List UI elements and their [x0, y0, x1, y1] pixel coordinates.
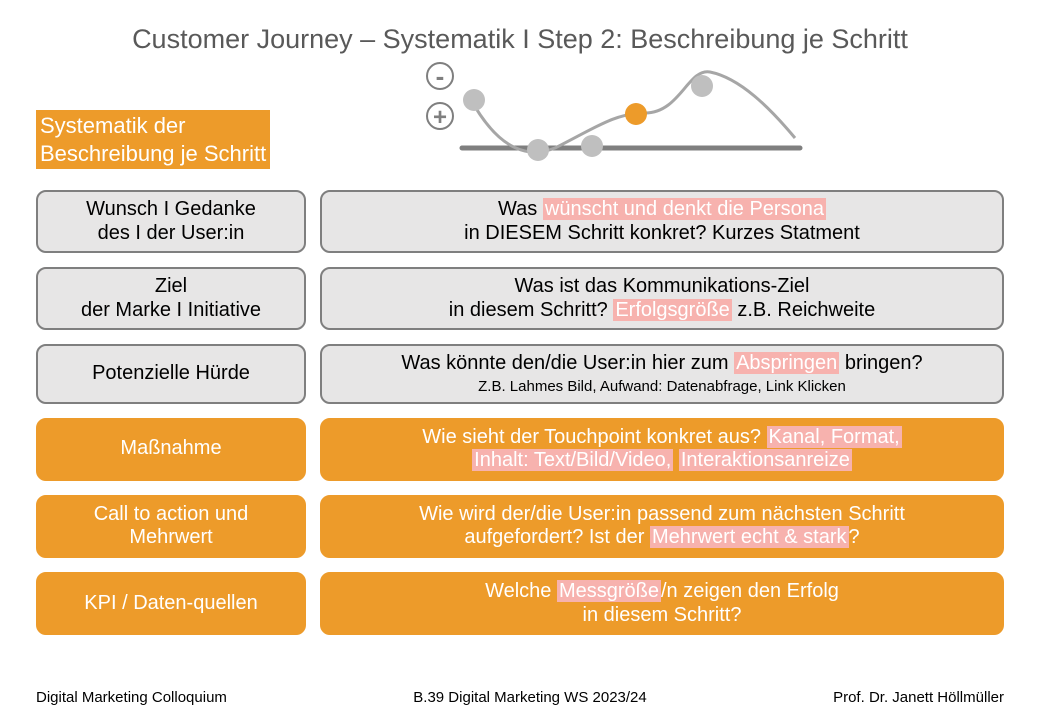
subtitle-line1: Systematik der — [40, 112, 266, 140]
row-label-line: Potenzielle Hürde — [92, 362, 250, 386]
row-label: Potenzielle Hürde — [36, 344, 306, 403]
highlighted-text: Abspringen — [734, 352, 839, 374]
slide-footer: Digital Marketing Colloquium B.39 Digita… — [36, 689, 1004, 706]
row-label: Call to action undMehrwert — [36, 495, 306, 558]
row-label: KPI / Daten-quellen — [36, 572, 306, 635]
row: Wunsch I Gedankedes I der User:inWas wün… — [36, 190, 1004, 253]
row: KPI / Daten-quellen Welche Messgröße/n ze… — [36, 572, 1004, 635]
text-segment: aufgefordert? Ist der — [464, 526, 650, 548]
text-segment: Welche — [485, 580, 557, 602]
row-description-line: Was ist das Kommunikations-Ziel — [515, 275, 810, 299]
row-description: Was ist das Kommunikations-Zielin diesem… — [320, 267, 1004, 330]
text-segment: in DIESEM Schritt konkret? Kurzes Statme… — [464, 222, 860, 244]
row-description-line: in diesem Schritt? Erfolgsgröße z.B. Rei… — [449, 299, 875, 323]
text-segment: Wie sieht der Touchpoint konkret aus? — [422, 426, 766, 448]
highlighted-text: Inhalt: Text/Bild/Video, — [472, 449, 673, 471]
highlighted-text: Erfolgsgröße — [613, 299, 732, 321]
row-description-line: Was wünscht und denkt die Persona — [498, 198, 826, 222]
footer-right: Prof. Dr. Janett Höllmüller — [833, 689, 1004, 706]
text-segment: Was ist das Kommunikations-Ziel — [515, 275, 810, 297]
subtitle-line2: Beschreibung je Schritt — [40, 140, 266, 168]
chart-svg: -+ — [420, 58, 820, 168]
footer-center: B.39 Digital Marketing WS 2023/24 — [413, 689, 646, 706]
row-label-line: KPI / Daten-quellen — [84, 592, 257, 616]
row-description-line: Wie wird der/die User:in passend zum näc… — [419, 503, 905, 527]
row-description-line: Inhalt: Text/Bild/Video, Interaktionsanr… — [472, 449, 852, 473]
row-description-line: Was könnte den/die User:in hier zum Absp… — [401, 352, 922, 376]
row-label-line: Ziel — [155, 275, 187, 299]
highlighted-text: Messgröße — [557, 580, 661, 602]
text-segment: in diesem Schritt? — [449, 299, 614, 321]
highlighted-text: Kanal, Format, — [767, 426, 902, 448]
row-label-line: des I der User:in — [98, 222, 245, 246]
row-description-line: in diesem Schritt? — [583, 604, 742, 628]
svg-text:+: + — [433, 104, 447, 131]
svg-text:-: - — [436, 61, 445, 91]
text-segment: bringen? — [839, 352, 922, 374]
row-label-line: Wunsch I Gedanke — [86, 198, 256, 222]
row-label-line: Maßnahme — [120, 437, 221, 461]
text-segment: z.B. Reichweite — [732, 299, 875, 321]
row-label-line: der Marke I Initiative — [81, 299, 261, 323]
row-description-line: in DIESEM Schritt konkret? Kurzes Statme… — [464, 222, 860, 246]
row: Zielder Marke I InitiativeWas ist das Ko… — [36, 267, 1004, 330]
row-label: Zielder Marke I Initiative — [36, 267, 306, 330]
row-description: Welche Messgröße/n zeigen den Erfolgin d… — [320, 572, 1004, 635]
text-segment: in diesem Schritt? — [583, 604, 742, 626]
row-description: Wie sieht der Touchpoint konkret aus? Ka… — [320, 418, 1004, 481]
highlighted-text: Interaktionsanreize — [679, 449, 852, 471]
journey-curve-chart: -+ — [420, 58, 820, 168]
text-segment: /n zeigen den Erfolg — [661, 580, 839, 602]
row-label-line: Mehrwert — [129, 526, 212, 550]
row-description-line: Welche Messgröße/n zeigen den Erfolg — [485, 580, 839, 604]
row-description: Wie wird der/die User:in passend zum näc… — [320, 495, 1004, 558]
highlighted-text: Mehrwert echt & stark — [650, 526, 849, 548]
row-label-line: Call to action und — [94, 503, 249, 527]
text-segment: Wie wird der/die User:in passend zum näc… — [419, 503, 905, 525]
footer-left: Digital Marketing Colloquium — [36, 689, 227, 706]
text-segment: Was — [498, 198, 543, 220]
row-label: Wunsch I Gedankedes I der User:in — [36, 190, 306, 253]
row-description: Was könnte den/die User:in hier zum Absp… — [320, 344, 1004, 403]
row-description-line: aufgefordert? Ist der Mehrwert echt & st… — [464, 526, 859, 550]
row: Potenzielle Hürde Was könnte den/die User… — [36, 344, 1004, 403]
row-description-line: Wie sieht der Touchpoint konkret aus? Ka… — [422, 426, 901, 450]
row-description-sub: Z.B. Lahmes Bild, Aufwand: Datenabfrage,… — [478, 378, 846, 396]
slide-title: Customer Journey – Systematik I Step 2: … — [0, 0, 1040, 55]
highlighted-text: wünscht und denkt die Persona — [543, 198, 826, 220]
row: Maßnahme Wie sieht der Touchpoint konkret… — [36, 418, 1004, 481]
text-segment: ? — [849, 526, 860, 548]
rows-container: Wunsch I Gedankedes I der User:inWas wün… — [36, 190, 1004, 649]
row: Call to action undMehrwert Wie wird der/d… — [36, 495, 1004, 558]
row-description: Was wünscht und denkt die Personain DIES… — [320, 190, 1004, 253]
row-label: Maßnahme — [36, 418, 306, 481]
subtitle-highlight: Systematik der Beschreibung je Schritt — [36, 110, 270, 169]
text-segment: Was könnte den/die User:in hier zum — [401, 352, 734, 374]
